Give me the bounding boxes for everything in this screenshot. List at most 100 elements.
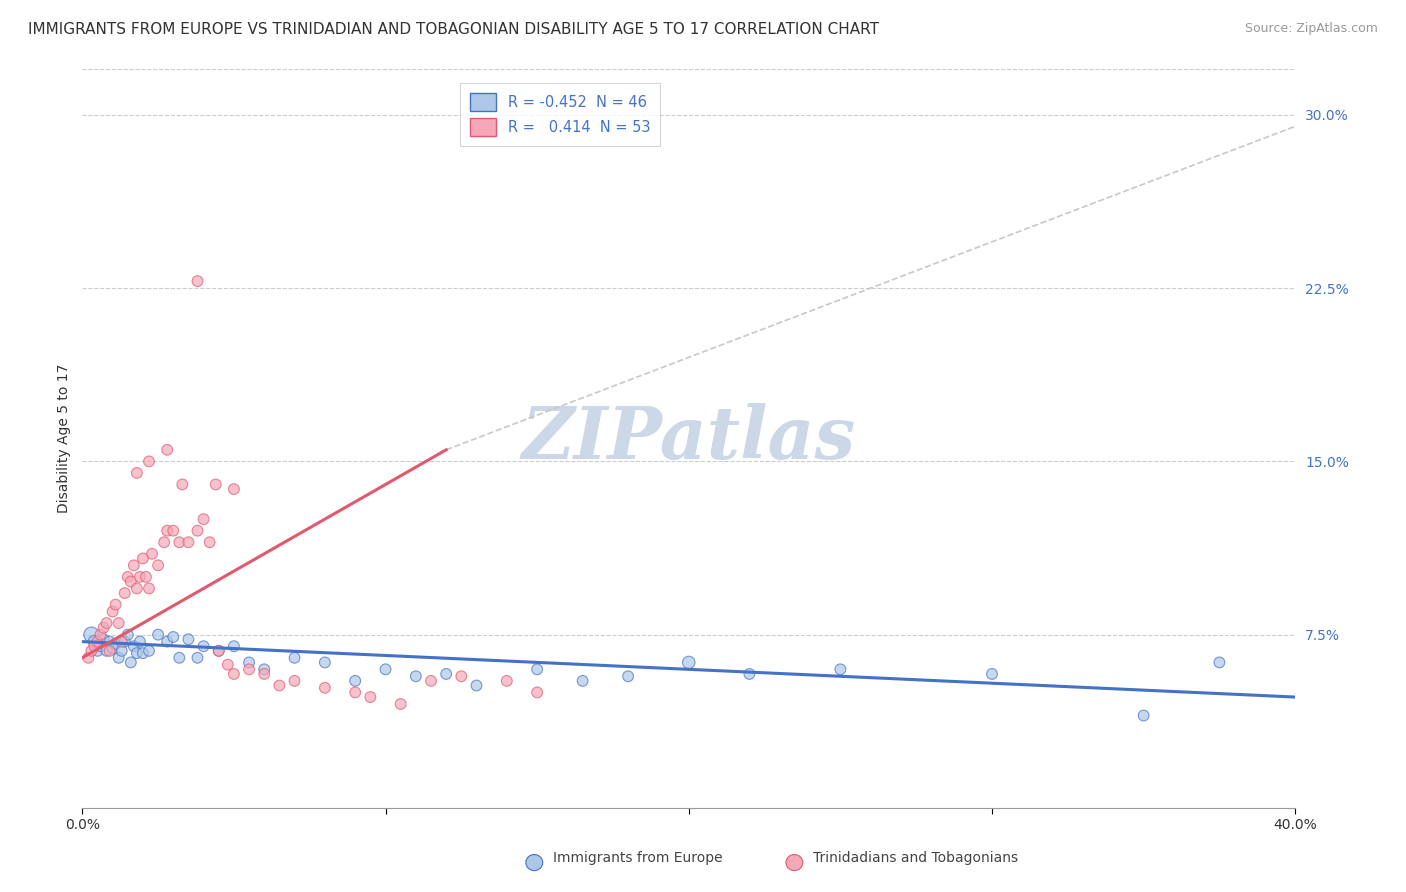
Point <box>86 644 108 658</box>
Point <box>617 669 640 683</box>
Point <box>222 639 245 653</box>
Point <box>96 644 118 658</box>
Legend: R = -0.452  N = 46, R =   0.414  N = 53: R = -0.452 N = 46, R = 0.414 N = 53 <box>460 83 661 146</box>
Point <box>169 535 191 549</box>
Point <box>204 477 226 491</box>
Point <box>156 634 179 648</box>
Point <box>138 454 160 468</box>
Point <box>830 662 852 676</box>
Point <box>93 632 115 647</box>
Point <box>177 632 200 647</box>
Point <box>138 582 160 596</box>
Point <box>434 667 457 681</box>
Point <box>98 644 121 658</box>
Point <box>193 639 215 653</box>
Point <box>269 679 291 693</box>
Point <box>169 650 191 665</box>
Point <box>253 662 276 676</box>
Point <box>77 650 100 665</box>
Point <box>981 667 1004 681</box>
Point <box>89 639 111 653</box>
Point <box>104 598 127 612</box>
Point <box>208 644 231 658</box>
Text: Source: ZipAtlas.com: Source: ZipAtlas.com <box>1244 22 1378 36</box>
Point <box>738 667 761 681</box>
Point <box>120 656 142 670</box>
Point <box>238 662 260 676</box>
Point <box>359 690 381 704</box>
Point <box>129 570 152 584</box>
Point <box>107 650 129 665</box>
Point <box>80 644 103 658</box>
Point <box>217 657 239 672</box>
Point <box>135 570 157 584</box>
Point <box>1132 708 1154 723</box>
Point <box>101 641 124 656</box>
Point <box>98 634 121 648</box>
Point <box>114 634 136 648</box>
Point <box>83 634 105 648</box>
Point <box>101 605 124 619</box>
Point <box>314 681 336 695</box>
Point <box>172 477 194 491</box>
Point <box>146 558 169 573</box>
Text: Trinidadians and Tobagonians: Trinidadians and Tobagonians <box>813 851 1018 865</box>
Point <box>129 634 152 648</box>
Point <box>526 662 548 676</box>
Point <box>122 639 145 653</box>
Point <box>571 673 593 688</box>
Point <box>146 628 169 642</box>
Text: IMMIGRANTS FROM EUROPE VS TRINIDADIAN AND TOBAGONIAN DISABILITY AGE 5 TO 17 CORR: IMMIGRANTS FROM EUROPE VS TRINIDADIAN AN… <box>28 22 879 37</box>
Point <box>186 524 208 538</box>
Point <box>208 644 231 658</box>
Point <box>1208 656 1230 670</box>
Point <box>89 628 111 642</box>
Point <box>86 634 108 648</box>
Y-axis label: Disability Age 5 to 17: Disability Age 5 to 17 <box>58 364 72 513</box>
Point <box>111 644 134 658</box>
Point <box>162 524 184 538</box>
Point <box>420 673 443 688</box>
Point <box>678 656 700 670</box>
Point <box>526 685 548 699</box>
Point <box>162 630 184 644</box>
Point <box>222 667 245 681</box>
Point <box>495 673 517 688</box>
Point <box>314 656 336 670</box>
Point <box>120 574 142 589</box>
Point <box>96 616 118 631</box>
Point <box>344 673 367 688</box>
Text: ZIPatlas: ZIPatlas <box>522 403 856 474</box>
Point <box>238 656 260 670</box>
Point <box>186 650 208 665</box>
Point <box>80 628 103 642</box>
Point <box>111 634 134 648</box>
Point <box>125 466 148 480</box>
Point <box>122 558 145 573</box>
Point <box>156 442 179 457</box>
Point <box>104 637 127 651</box>
Point <box>83 639 105 653</box>
Point <box>117 570 139 584</box>
Point <box>132 551 155 566</box>
Point <box>138 644 160 658</box>
Point <box>141 547 163 561</box>
Point <box>450 669 472 683</box>
Point <box>344 685 367 699</box>
Point <box>222 482 245 496</box>
Point <box>125 646 148 660</box>
Point <box>117 628 139 642</box>
Point <box>374 662 396 676</box>
Point <box>389 697 412 711</box>
Point <box>125 582 148 596</box>
Point <box>193 512 215 526</box>
Point <box>186 274 208 288</box>
Text: Immigrants from Europe: Immigrants from Europe <box>553 851 723 865</box>
Point <box>465 679 488 693</box>
Point <box>107 616 129 631</box>
Point <box>153 535 176 549</box>
Point <box>114 586 136 600</box>
Point <box>132 646 155 660</box>
Point <box>177 535 200 549</box>
Point <box>405 669 427 683</box>
